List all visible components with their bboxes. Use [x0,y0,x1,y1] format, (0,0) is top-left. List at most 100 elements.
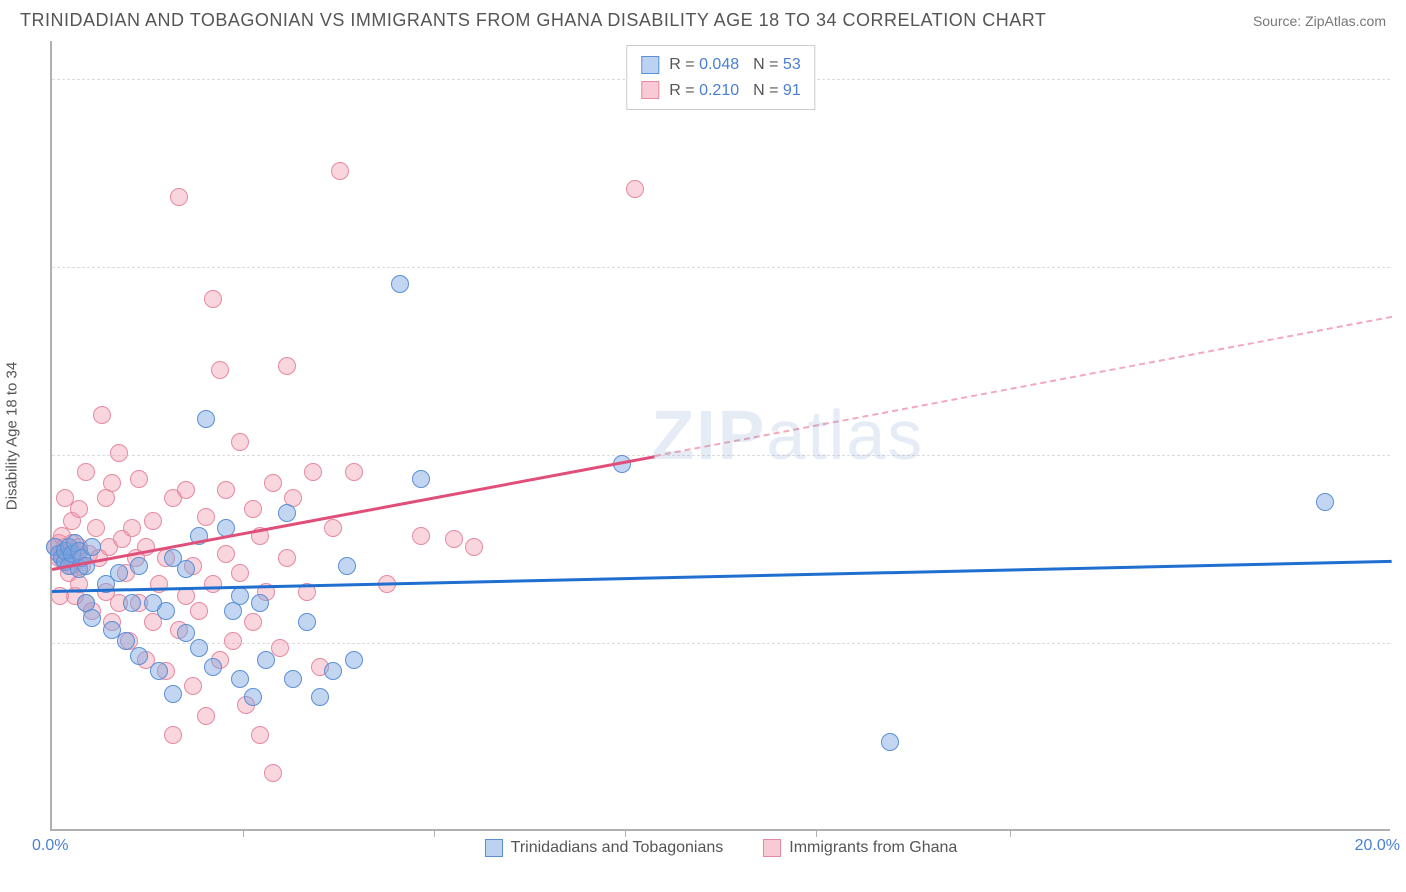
scatter-point [87,519,105,537]
scatter-point [324,519,342,537]
legend-item-b: Immigrants from Ghana [763,839,957,857]
gridline [52,643,1390,644]
y-axis-label: Disability Age 18 to 34 [4,362,21,510]
scatter-point [251,726,269,744]
scatter-point [197,707,215,725]
scatter-point [345,651,363,669]
y-tick-label: 10.0% [1400,446,1406,464]
scatter-point [217,481,235,499]
scatter-point [204,575,222,593]
scatter-point [103,474,121,492]
scatter-point [164,726,182,744]
chart-header: TRINIDADIAN AND TOBAGONIAN VS IMMIGRANTS… [0,0,1406,37]
scatter-point [110,444,128,462]
scatter-point [1316,493,1334,511]
scatter-point [204,658,222,676]
scatter-point [412,527,430,545]
scatter-point [144,512,162,530]
scatter-point [231,587,249,605]
x-tick-mark [434,829,435,837]
regression-line [52,560,1392,593]
scatter-point [204,290,222,308]
scatter-point [130,557,148,575]
scatter-point [77,463,95,481]
y-tick-label: 15.0% [1400,258,1406,276]
x-tick-mark [816,829,817,837]
scatter-point [83,609,101,627]
scatter-point [130,470,148,488]
scatter-point [278,549,296,567]
scatter-point [117,632,135,650]
x-tick-mark [625,829,626,837]
scatter-point [231,433,249,451]
scatter-point [123,519,141,537]
scatter-point [244,500,262,518]
scatter-point [304,463,322,481]
scatter-point [110,564,128,582]
scatter-point [881,733,899,751]
swatch-b-icon [763,839,781,857]
scatter-point [190,639,208,657]
watermark: ZIPatlas [652,395,925,475]
scatter-point [150,662,168,680]
scatter-point [184,677,202,695]
stats-row-a: R = 0.048N = 53 [641,52,800,78]
scatter-point [83,538,101,556]
scatter-point [412,470,430,488]
scatter-point [311,688,329,706]
chart-area: Disability Age 18 to 34 ZIPatlas R = 0.0… [50,41,1390,831]
swatch-a-icon [485,839,503,857]
scatter-point [170,188,188,206]
gridline [52,267,1390,268]
scatter-point [257,651,275,669]
x-tick-mark [1010,829,1011,837]
scatter-point [338,557,356,575]
scatter-point [251,594,269,612]
scatter-point [264,474,282,492]
scatter-point [164,685,182,703]
scatter-plot: ZIPatlas R = 0.048N = 53 R = 0.210N = 91… [50,41,1390,831]
scatter-point [244,613,262,631]
scatter-point [345,463,363,481]
scatter-point [150,575,168,593]
y-tick-label: 5.0% [1400,634,1406,652]
y-tick-label: 20.0% [1400,70,1406,88]
scatter-point [626,180,644,198]
stats-legend: R = 0.048N = 53 R = 0.210N = 91 [626,45,815,110]
legend-item-a: Trinidadians and Tobagonians [485,839,724,857]
scatter-point [190,602,208,620]
scatter-point [177,481,195,499]
scatter-point [284,670,302,688]
stats-row-b: R = 0.210N = 91 [641,78,800,104]
scatter-point [465,538,483,556]
regression-line [655,316,1392,457]
scatter-point [224,632,242,650]
scatter-point [197,508,215,526]
scatter-point [177,624,195,642]
scatter-point [331,162,349,180]
scatter-point [217,545,235,563]
x-tick-mark [243,829,244,837]
scatter-point [278,357,296,375]
chart-source: Source: ZipAtlas.com [1253,13,1386,29]
scatter-point [391,275,409,293]
scatter-point [278,504,296,522]
series-legend: Trinidadians and Tobagonians Immigrants … [52,839,1390,857]
scatter-point [211,361,229,379]
scatter-point [130,647,148,665]
swatch-a-icon [641,56,659,74]
scatter-point [93,406,111,424]
scatter-point [123,594,141,612]
scatter-point [177,560,195,578]
swatch-b-icon [641,81,659,99]
scatter-point [157,602,175,620]
scatter-point [298,613,316,631]
scatter-point [445,530,463,548]
scatter-point [70,500,88,518]
scatter-point [197,410,215,428]
gridline [52,455,1390,456]
scatter-point [264,764,282,782]
scatter-point [231,564,249,582]
scatter-point [244,688,262,706]
scatter-point [324,662,342,680]
